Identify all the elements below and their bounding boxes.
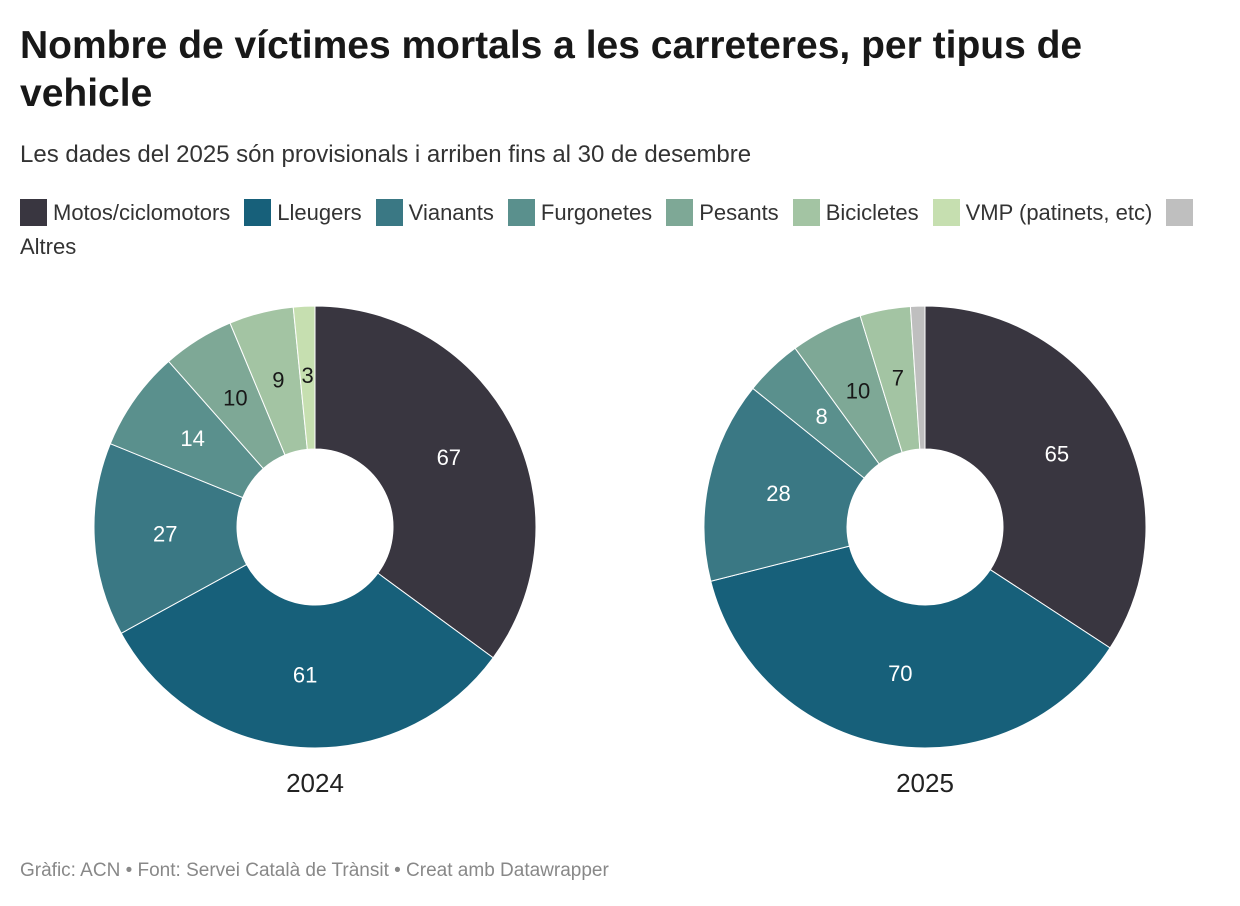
legend-label: Pesants [699, 200, 779, 225]
legend-item: VMP (patinets, etc) [932, 199, 1153, 226]
data-label: 14 [180, 426, 204, 451]
slice [924, 305, 1147, 649]
legend-label: Bicicletes [825, 200, 919, 225]
slice [120, 563, 494, 749]
legend-item: Vianants [375, 199, 494, 226]
chart-label: 2024 [286, 768, 344, 798]
data-label: 8 [815, 404, 827, 429]
legend-item: Pesants [666, 199, 779, 226]
legend-item: Furgonetes [507, 199, 653, 226]
slice [909, 305, 926, 450]
legend-label: Furgonetes [540, 200, 653, 225]
legend-label: Vianants [408, 200, 494, 225]
legend-swatch [244, 199, 272, 226]
legend-label: Altres [20, 234, 77, 259]
slice [710, 545, 1111, 749]
slice [93, 443, 248, 634]
subtitle: Les dades del 2025 són provisionals i ar… [20, 141, 752, 168]
data-label: 7 [892, 365, 904, 390]
legend-label: VMP (patinets, etc) [965, 200, 1153, 225]
data-label: 61 [293, 662, 317, 687]
legend-item: Bicicletes [792, 199, 919, 226]
legend-swatch [375, 199, 403, 226]
legend-label: Lleugers [277, 200, 362, 225]
legend-swatch [1166, 199, 1194, 226]
legend-item: Lleugers [244, 199, 362, 226]
data-label: 10 [223, 386, 247, 411]
legend-swatch [507, 199, 535, 226]
legend-label: Motos/ciclomotors [53, 200, 231, 225]
data-label: 70 [888, 661, 912, 686]
chart-label: 2025 [896, 768, 954, 798]
data-label: 65 [1045, 441, 1069, 466]
legend: Motos/ciclomotors Lleugers Vianants Furgone… [20, 196, 1200, 264]
data-label: 28 [766, 481, 790, 506]
legend-swatch [20, 199, 47, 226]
data-label: 3 [301, 363, 313, 388]
data-label: 10 [846, 379, 870, 404]
data-label: 27 [153, 521, 177, 546]
data-label: 9 [272, 367, 284, 392]
title: Nombre de víctimes mortals a les carrete… [20, 24, 1083, 115]
chart: 67 61 27 14 10 9 3 2024 65 70 28 8 10 7 2025 [93, 305, 1147, 798]
slice [703, 387, 865, 582]
slice [292, 305, 316, 450]
legend-item: Altres [20, 199, 1199, 259]
legend-swatch [932, 199, 960, 226]
legend-swatch [792, 199, 820, 226]
slice [314, 305, 537, 659]
footer: Gràfic: ACN • Font: Servei Català de Trà… [20, 860, 609, 881]
legend-item: Motos/ciclomotors [20, 199, 231, 226]
data-label: 67 [437, 445, 461, 470]
legend-swatch [666, 199, 694, 226]
